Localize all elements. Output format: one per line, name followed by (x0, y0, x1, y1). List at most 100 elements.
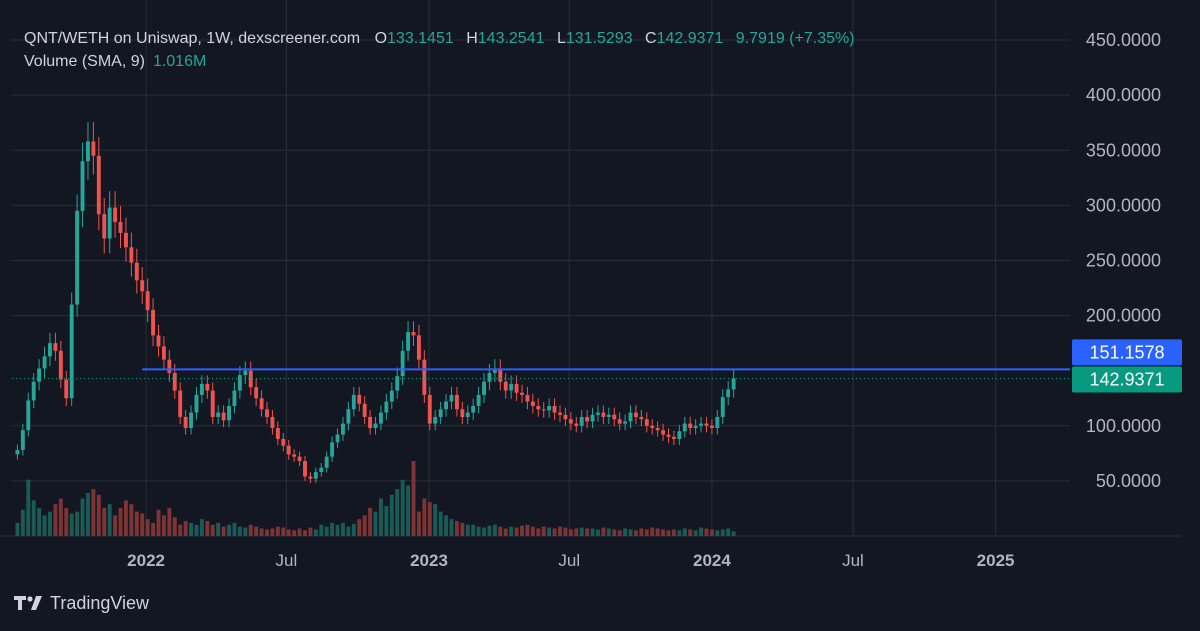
volume-bar (205, 521, 210, 536)
candle-body (395, 376, 400, 391)
volume-indicator-value: 1.016M (152, 53, 207, 70)
open-value: 133.1451 (387, 30, 454, 47)
volume-bar (123, 500, 128, 536)
candle-body (330, 442, 335, 457)
candle-body (509, 383, 514, 391)
volume-bar (558, 526, 562, 536)
price-lines (12, 368, 1070, 379)
volume-bar (91, 489, 96, 536)
volume-bar (601, 527, 606, 536)
volume-bar (492, 524, 497, 536)
volume-bar (438, 511, 443, 536)
candle-body (389, 390, 394, 402)
volume-bar (606, 528, 611, 536)
candle-body (552, 405, 557, 413)
symbol-title[interactable]: QNT/WETH on Uniswap, 1W, dexscreener.com (24, 30, 361, 47)
volume-bar (292, 530, 297, 536)
volume-bar (42, 515, 47, 536)
volume-bar (509, 526, 514, 536)
volume-bar (590, 528, 595, 536)
candle-body (547, 405, 552, 411)
volume-bars (15, 461, 736, 536)
candle-body (53, 343, 58, 351)
candle-body (189, 412, 193, 428)
volume-bar (541, 526, 546, 536)
candle-body (86, 141, 90, 162)
volume-bar (281, 527, 286, 536)
volume-bar (210, 524, 215, 536)
candle-body (666, 434, 671, 437)
candle-body (671, 436, 676, 440)
volume-bar (389, 494, 394, 536)
candle-body (378, 412, 383, 424)
volume-bar (368, 507, 373, 536)
volume-bar (666, 530, 671, 536)
volume-bar (102, 507, 107, 536)
volume-bar (26, 479, 31, 536)
level-price-label: 151.1578 (1089, 342, 1164, 362)
candle-body (351, 394, 356, 410)
volume-bar (682, 528, 687, 536)
candle-body (709, 425, 714, 428)
volume-bar (15, 522, 20, 536)
candle-body (243, 370, 248, 376)
volume-bar (172, 517, 177, 536)
volume-bar (37, 507, 42, 536)
volume-bar (520, 525, 524, 536)
y-tick-label: 450.0000 (1086, 30, 1161, 50)
candle-body (216, 412, 221, 417)
volume-bar (275, 526, 280, 536)
candle-body (460, 409, 465, 417)
volume-bar (552, 528, 557, 536)
candle-body (558, 412, 562, 415)
volume-bar (482, 527, 486, 536)
volume-bar (134, 511, 139, 536)
tradingview-logo-icon (14, 596, 42, 610)
volume-bar (178, 524, 183, 536)
open-key: O (374, 30, 388, 47)
volume-bar (525, 524, 530, 536)
volume-bar (194, 524, 199, 536)
x-tick-label: 2025 (977, 551, 1015, 570)
volume-bar (617, 530, 622, 536)
candle-body (248, 370, 253, 388)
volume-bar (357, 519, 362, 536)
volume-indicator-label[interactable]: Volume (SMA, 9) (24, 53, 145, 70)
y-tick-label: 50.0000 (1096, 471, 1161, 491)
candle-body (520, 392, 524, 395)
candle-body (341, 423, 345, 435)
candle-body (134, 262, 139, 281)
candle-body (161, 346, 166, 360)
volume-bar (265, 529, 269, 536)
candle-body (612, 414, 617, 420)
volume-bar (248, 524, 253, 536)
volume-bar (221, 526, 226, 536)
candle-body (346, 409, 351, 424)
candle-body (362, 403, 367, 417)
candle-body (596, 412, 600, 415)
volume-bar (487, 525, 492, 536)
volume-bar (303, 530, 307, 536)
candle-body (579, 416, 584, 426)
candle-body (661, 430, 666, 435)
candle-body (102, 214, 107, 239)
candle-body (639, 416, 644, 420)
volume-bar (167, 507, 172, 536)
volume-bar (677, 530, 682, 536)
volume-bar (628, 529, 633, 536)
candle-body (482, 381, 486, 395)
candle-body (254, 387, 259, 399)
tradingview-branding[interactable]: TradingView (14, 590, 149, 616)
y-tick-label: 250.0000 (1086, 250, 1161, 270)
volume-bar (232, 522, 237, 536)
candle-body (688, 423, 693, 428)
volume-bar (514, 527, 519, 536)
candle-body (237, 375, 242, 391)
candle-body (590, 414, 595, 422)
candle-body (525, 394, 530, 402)
volume-bar (650, 527, 655, 536)
volume-bar (574, 528, 579, 536)
volume-bar (20, 509, 25, 536)
